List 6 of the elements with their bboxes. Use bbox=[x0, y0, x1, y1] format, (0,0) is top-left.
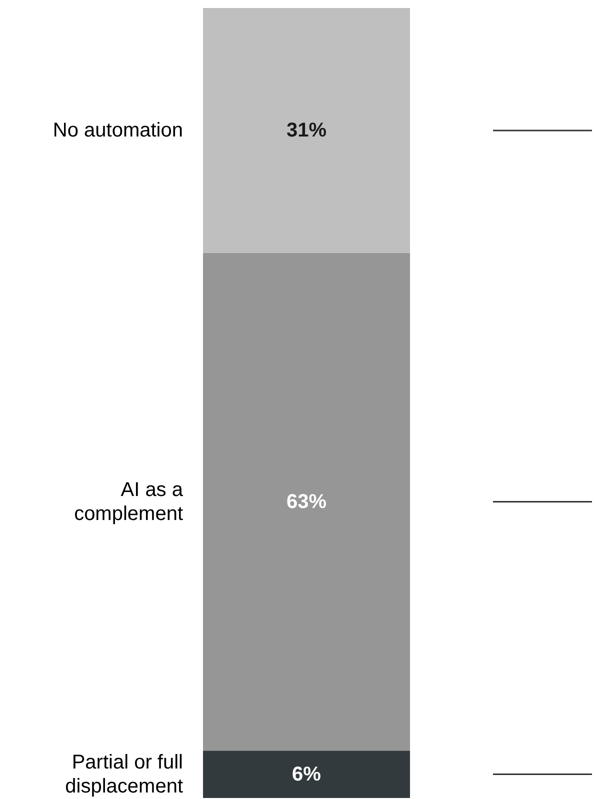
data-label: 6% bbox=[292, 763, 322, 786]
data-label: 63% bbox=[286, 490, 327, 513]
series-label: AI as a complement bbox=[74, 478, 184, 525]
series-label: Partial or full displacement bbox=[65, 751, 184, 798]
series-label: No automation bbox=[52, 119, 183, 142]
data-label: 31% bbox=[286, 119, 327, 142]
